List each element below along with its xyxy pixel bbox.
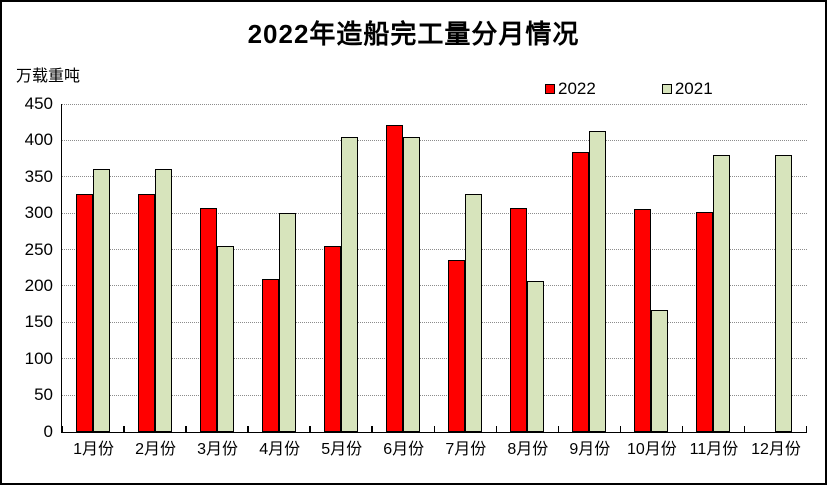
bar-2022-2月份 [137,194,155,432]
bar-2022-5月份 [323,245,341,432]
bar-2021-5月份 [340,136,358,432]
x-axis-tick [619,426,622,432]
y-tick-label-400: 400 [24,130,53,150]
x-tick-label-7月份: 7月份 [445,441,487,458]
gridline-450 [62,103,807,105]
y-tick-label-300: 300 [24,203,53,223]
bar-2021-12月份 [774,154,792,432]
bar-2021-10月份 [650,310,668,432]
gridline-350 [62,176,807,178]
y-tick-label-100: 100 [24,348,53,368]
legend-label-2022: 2022 [558,79,596,98]
bar-2021-3月份 [216,246,234,432]
x-axis-tick [61,426,63,432]
x-tick-label-3月份: 3月份 [197,441,239,458]
y-tick-label-200: 200 [24,275,53,295]
y-tick-label-150: 150 [24,312,53,332]
bar-2021-2月份 [154,168,172,432]
y-tick-label-350: 350 [24,166,53,186]
y-tick-label-0: 0 [43,421,53,441]
bar-2022-8月份 [509,207,527,432]
x-axis-tick [805,426,808,432]
bar-2022-9月份 [571,151,589,432]
gridline-300 [62,212,807,214]
bar-2022-6月份 [385,124,403,432]
x-tick-label-4月份: 4月份 [259,441,301,458]
bar-2022-11月份 [695,212,713,432]
gridline-50 [62,394,807,396]
gridline-100 [62,358,807,360]
y-axis-unit-label: 万载重吨 [16,68,81,85]
legend-item-2021: 2021 [661,79,713,99]
bar-2021-7月份 [464,194,482,432]
x-axis-tick [247,426,249,432]
x-axis-tick [371,426,373,432]
legend-item-2022: 2022 [545,79,596,99]
plot-area [61,103,808,433]
x-tick-label-10月份: 10月份 [626,441,677,458]
x-tick-label-12月份: 12月份 [751,441,801,458]
x-tick-label-2月份: 2月份 [135,441,176,458]
bar-2022-4月份 [261,279,279,432]
bar-2021-6月份 [402,136,420,432]
bar-2021-8月份 [526,280,544,432]
x-tick-label-6月份: 6月份 [383,441,425,458]
x-tick-label-8月份: 8月份 [507,441,549,458]
bar-2021-9月份 [588,131,606,432]
legend-swatch-2021-icon [661,84,672,94]
y-tick-label-250: 250 [24,239,53,259]
x-axis-tick [309,426,311,432]
gridline-400 [62,139,807,141]
bar-2021-1月份 [92,168,110,432]
x-tick-label-1月份: 1月份 [73,441,114,458]
x-tick-label-9月份: 9月份 [569,441,611,458]
bar-2022-3月份 [199,207,217,432]
x-axis-tick [743,426,746,432]
y-tick-label-450: 450 [24,94,53,113]
x-tick-label-11月份: 11月份 [689,441,739,458]
bar-2022-7月份 [447,260,465,432]
y-tick-label-50: 50 [34,385,53,405]
x-axis-tick [123,426,125,432]
x-axis-tick [557,426,560,432]
legend-swatch-2022-icon [545,84,555,94]
x-axis-tick [681,426,684,432]
gridline-250 [62,249,807,251]
x-axis-tick [433,426,435,432]
gridline-150 [62,321,807,323]
bar-2021-4月份 [278,212,296,432]
gridline-200 [62,285,807,287]
bar-2022-1月份 [75,194,93,432]
x-tick-label-5月份: 5月份 [321,441,363,458]
bar-2021-11月份 [712,154,730,432]
x-axis-tick [185,426,187,432]
legend: 2022 2021 [545,79,713,99]
bar-2022-10月份 [633,209,651,432]
legend-label-2021: 2021 [674,79,713,98]
chart-title: 2022年造船完工量分月情况 [247,19,580,49]
x-axis-tick [495,426,498,432]
